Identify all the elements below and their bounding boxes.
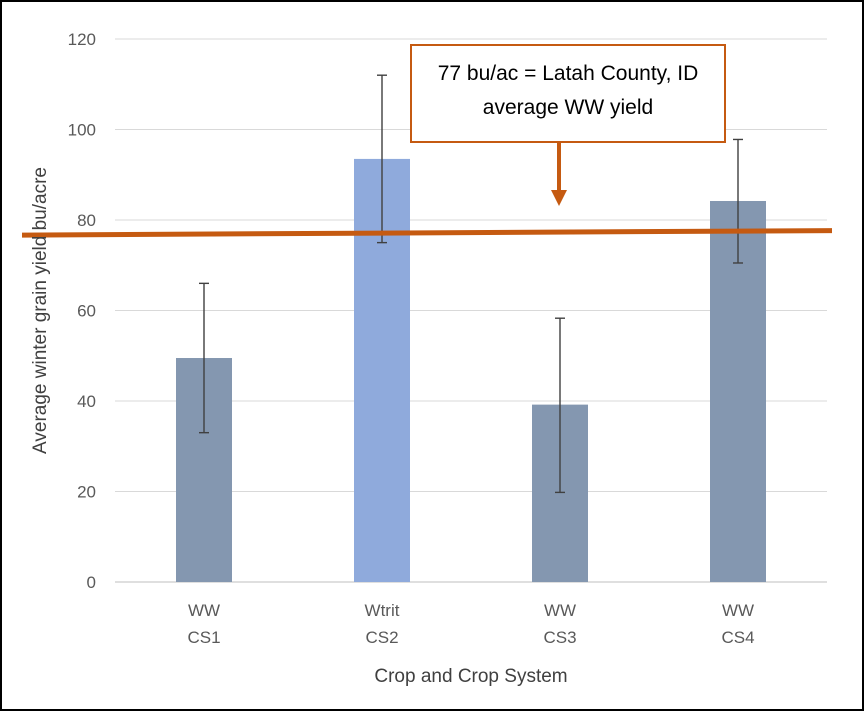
- y-tick-label: 80: [77, 211, 96, 230]
- x-category-crop: WW: [722, 601, 754, 620]
- callout-text-line: average WW yield: [483, 96, 653, 119]
- y-tick-label: 20: [77, 483, 96, 502]
- y-tick-label: 40: [77, 392, 96, 411]
- y-axis-ticks: 0 20 40 60 80 100 120: [68, 30, 96, 592]
- reference-line-group: [21, 228, 833, 238]
- y-tick-label: 0: [87, 573, 96, 592]
- x-axis-categories: WW CS1 Wtrit CS2 WW CS3 WW CS4: [187, 601, 754, 647]
- error-bars: [199, 74, 743, 494]
- x-category-crop: WW: [544, 601, 576, 620]
- y-tick-label: 60: [77, 302, 96, 321]
- x-category-crop: Wtrit: [365, 601, 400, 620]
- y-axis-title: Average winter grain yield bu/acre: [30, 167, 51, 454]
- x-category-system: CS1: [187, 628, 220, 647]
- x-category-system: CS3: [543, 628, 576, 647]
- reference-line: [21, 228, 833, 238]
- callout-arrow-head: [551, 190, 567, 206]
- y-tick-label: 120: [68, 30, 96, 49]
- x-category-crop: WW: [188, 601, 220, 620]
- bars: [176, 158, 766, 582]
- y-tick-label: 100: [68, 121, 96, 140]
- callout-group: 77 bu/ac = Latah County, ID average WW yi…: [410, 44, 726, 206]
- callout-box: [410, 44, 726, 143]
- x-axis-title: Crop and Crop System: [374, 666, 567, 687]
- callout-text-line: 77 bu/ac = Latah County, ID: [438, 62, 699, 85]
- x-category-system: CS4: [721, 628, 754, 647]
- x-category-system: CS2: [365, 628, 398, 647]
- bar: [710, 200, 766, 582]
